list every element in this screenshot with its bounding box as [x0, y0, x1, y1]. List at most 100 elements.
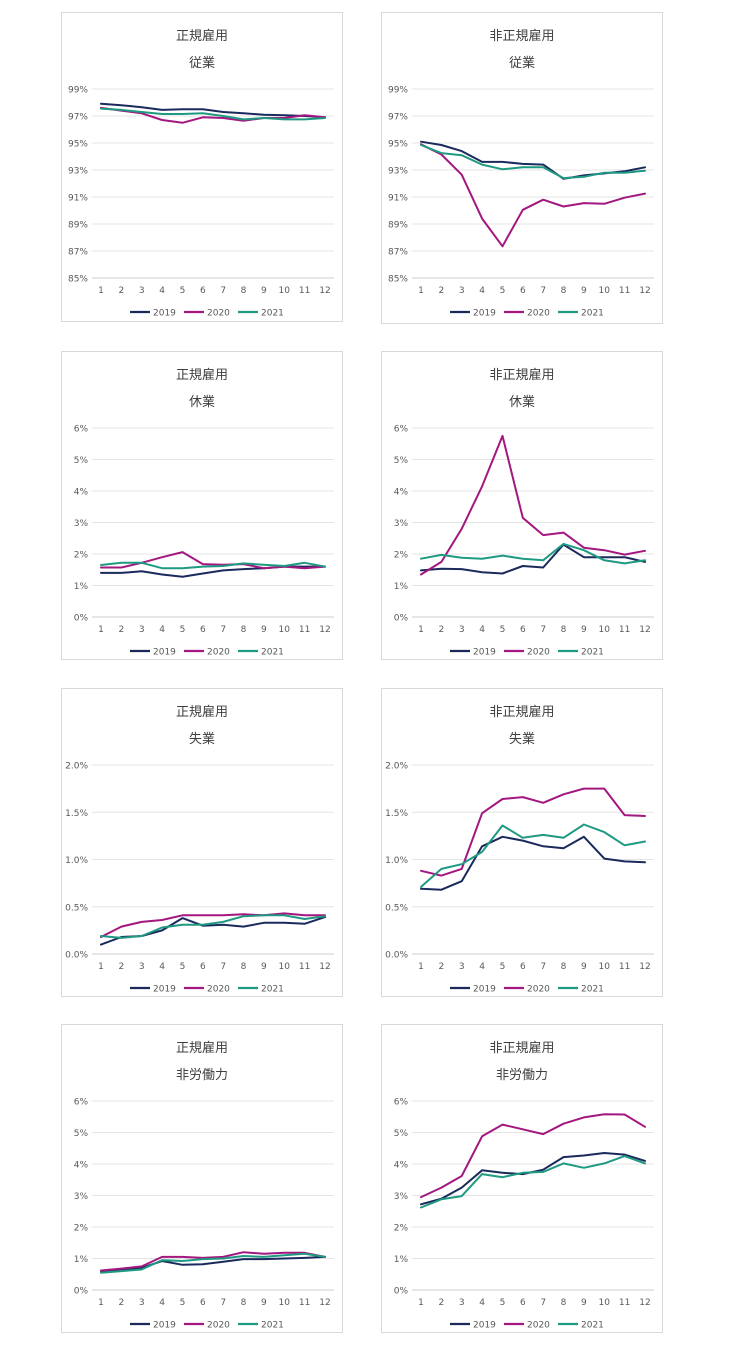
legend-label: 2019	[153, 309, 176, 319]
x-tick-label: 7	[540, 962, 546, 972]
series-line-2019	[100, 916, 326, 946]
chart-subtitle: 従業	[188, 56, 215, 71]
x-tick-label: 3	[139, 962, 145, 972]
x-tick-label: 5	[180, 625, 186, 635]
chart-panel: 非正規雇用 非労働力 0% 1% 2% 3% 4% 5% 6% 1 2 3 4 5 6 7 8 9 10 11 12 20…	[381, 1024, 663, 1333]
legend-label: 2021	[261, 985, 284, 995]
chart-panel: 非正規雇用 休業 0% 1% 2% 3% 4% 5% 6% 1 2 3 4 5 6 7 8 9 10 11 12 2019…	[381, 351, 663, 660]
x-tick-label: 6	[200, 1298, 206, 1308]
x-tick-label: 5	[500, 286, 506, 296]
series-line-2021	[420, 542, 646, 565]
x-tick-label: 5	[180, 286, 186, 296]
y-tick-label: 99%	[68, 86, 88, 96]
y-tick-label: 87%	[68, 248, 88, 258]
x-tick-label: 10	[599, 286, 611, 296]
series-line-2020	[420, 1113, 646, 1199]
y-tick-label: 5%	[394, 456, 409, 466]
y-tick-label: 2%	[394, 1224, 409, 1234]
legend-label: 2019	[473, 1321, 496, 1331]
x-tick-label: 2	[438, 286, 444, 296]
x-tick-label: 6	[200, 286, 206, 296]
line-chart: 85%87%89%91%93%95%97%99%1 2 3 4 5 6 7 8 9 10 11 122…	[388, 86, 654, 319]
chart-panel: 正規雇用 従業 85% 87% 89% 91% 93% 95% 97% 99% 1 2 3 4 5 6 7 8 9 1…	[61, 12, 343, 322]
x-tick-label: 1	[418, 962, 424, 972]
y-tick-label: 0%	[74, 1287, 89, 1297]
legend-label: 2019	[153, 985, 176, 995]
x-tick-label: 3	[459, 962, 465, 972]
x-tick-label: 8	[561, 962, 567, 972]
x-tick-label: 7	[220, 1298, 226, 1308]
x-tick-label: 1	[98, 962, 104, 972]
chart-subtitle: 従業	[508, 56, 535, 71]
x-tick-label: 10	[279, 962, 291, 972]
series-line-2020	[100, 106, 326, 124]
y-tick-label: 0%	[394, 1287, 409, 1297]
x-tick-label: 8	[561, 625, 567, 635]
series-line-2019	[100, 1255, 326, 1273]
y-tick-label: 0.0%	[65, 951, 88, 961]
chart-subtitle: 休業	[508, 395, 535, 410]
x-tick-label: 3	[459, 286, 465, 296]
x-tick-label: 11	[619, 962, 630, 972]
x-tick-label: 12	[639, 1298, 650, 1308]
x-tick-label: 11	[299, 625, 310, 635]
y-tick-label: 97%	[388, 113, 408, 123]
y-tick-label: 91%	[68, 194, 88, 204]
x-tick-label: 11	[299, 286, 310, 296]
legend-label: 2020	[527, 309, 550, 319]
legend-label: 2020	[527, 648, 550, 658]
x-tick-label: 4	[159, 625, 165, 635]
x-tick-label: 3	[459, 625, 465, 635]
x-tick-label: 2	[438, 1298, 444, 1308]
x-tick-label: 3	[139, 625, 145, 635]
y-tick-label: 0.5%	[385, 903, 408, 913]
series-line-2021	[100, 561, 326, 570]
y-tick-label: 6%	[394, 1098, 409, 1108]
legend-label: 2020	[527, 985, 550, 995]
x-tick-label: 9	[581, 625, 587, 635]
x-tick-label: 5	[180, 1298, 186, 1308]
y-tick-label: 2%	[74, 551, 89, 561]
x-tick-label: 11	[619, 1298, 630, 1308]
x-tick-label: 4	[159, 286, 165, 296]
y-tick-label: 4%	[74, 1161, 89, 1171]
line-chart: 85%87%89%91%93%95%97%99%1 2 3 4 5 6 7 8 9 10 11 122…	[68, 86, 334, 319]
series-line-2020	[420, 434, 646, 576]
y-tick-label: 6%	[74, 425, 89, 435]
y-tick-label: 3%	[394, 519, 409, 529]
legend-label: 2019	[473, 309, 496, 319]
series-line-2020	[420, 143, 646, 248]
y-tick-label: 93%	[68, 167, 88, 177]
y-tick-label: 4%	[394, 1161, 409, 1171]
chart-title: 正規雇用	[175, 29, 228, 44]
legend-label: 2020	[527, 1321, 550, 1331]
x-tick-label: 8	[241, 962, 247, 972]
legend-label: 2020	[207, 985, 230, 995]
x-tick-label: 5	[180, 962, 186, 972]
series-line-2020	[100, 1251, 326, 1272]
x-tick-label: 12	[639, 286, 650, 296]
x-tick-label: 12	[319, 1298, 330, 1308]
x-tick-label: 4	[479, 625, 485, 635]
x-tick-label: 3	[459, 1298, 465, 1308]
x-tick-label: 2	[118, 962, 124, 972]
series-line-2021	[420, 1155, 646, 1209]
x-tick-label: 7	[220, 962, 226, 972]
chart-title: 非正規雇用	[489, 1041, 555, 1056]
legend-label: 2020	[207, 1321, 230, 1331]
series-line-2021	[420, 823, 646, 888]
x-tick-label: 6	[520, 625, 526, 635]
chart-title: 正規雇用	[175, 705, 228, 720]
y-tick-label: 0.5%	[65, 903, 88, 913]
series-line-2019	[420, 543, 646, 575]
x-tick-label: 7	[540, 625, 546, 635]
chart-title: 非正規雇用	[489, 368, 555, 383]
y-tick-label: 0.0%	[385, 951, 408, 961]
y-tick-label: 6%	[74, 1098, 89, 1108]
x-tick-label: 11	[299, 1298, 310, 1308]
chart-panel: 非正規雇用 従業 85% 87% 89% 91% 93% 95% 97% 99% 1 2 3 4 5 6 7 8 9…	[381, 12, 663, 324]
x-tick-label: 8	[561, 286, 567, 296]
